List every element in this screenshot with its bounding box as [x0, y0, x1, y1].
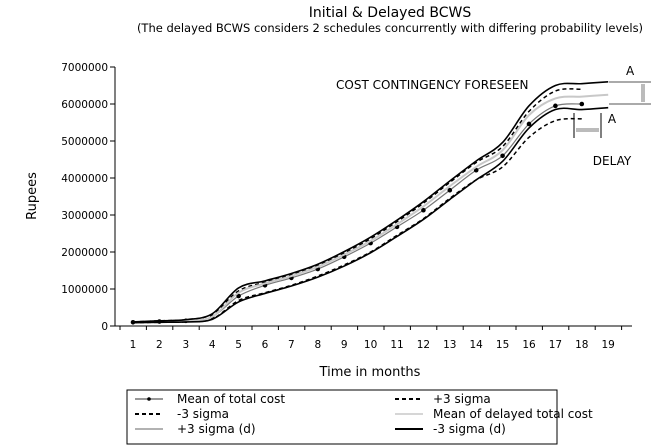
legend-box	[126, 389, 558, 445]
data-point	[421, 207, 426, 213]
data-point	[579, 101, 585, 107]
legend-marker	[147, 397, 151, 401]
y-tick-label: 7000000	[61, 62, 108, 74]
series-line-2	[132, 117, 582, 324]
annotation-delay: DELAY	[593, 154, 632, 168]
x-tick-label: 14	[470, 339, 484, 351]
x-tick-label: 17	[549, 339, 562, 351]
y-tick-label: 2000000	[61, 247, 108, 259]
x-tick-label: 3	[182, 339, 189, 351]
y-tick-label: 1000000	[61, 284, 108, 296]
data-point	[473, 167, 479, 173]
legend-label: -3 sigma	[177, 407, 229, 421]
x-tick-label: 11	[390, 339, 403, 351]
data-point	[447, 187, 453, 193]
x-tick-label: 16	[522, 339, 536, 351]
y-tick-label: 3000000	[61, 210, 108, 222]
legend-label: Mean of delayed total cost	[433, 407, 593, 421]
series-line-5	[132, 106, 609, 324]
legend-label: +3 sigma	[433, 392, 491, 406]
data-point	[526, 121, 532, 127]
x-tick-label: 9	[341, 339, 348, 351]
x-tick-label: 18	[575, 339, 588, 351]
annotation-a-horizontal: A	[608, 112, 617, 126]
x-tick-label: 8	[314, 339, 321, 351]
x-tick-label: 4	[209, 339, 216, 351]
y-tick-label: 0	[101, 321, 108, 333]
chart-title: Initial & Delayed BCWS	[309, 5, 472, 21]
data-point	[236, 293, 241, 299]
series-line-4	[132, 81, 609, 323]
y-tick-label: 4000000	[61, 173, 108, 185]
series-line-1	[132, 88, 582, 323]
legend-label: -3 sigma (d)	[433, 422, 506, 436]
x-tick-label: 12	[417, 339, 430, 351]
x-tick-label: 5	[235, 339, 242, 351]
y-tick-label: 5000000	[61, 136, 108, 148]
series-line-3	[132, 93, 609, 324]
x-tick-label: 10	[364, 339, 377, 351]
legend-label: +3 sigma (d)	[177, 422, 256, 436]
x-axis-label: Time in months	[319, 365, 421, 380]
annotation-a-vertical: A	[626, 64, 635, 78]
series-line-0	[132, 103, 582, 323]
legend: Mean of total cost +3 sigma -3 sigma Mean o…	[135, 392, 593, 436]
chart-subtitle: (The delayed BCWS considers 2 schedules …	[137, 21, 643, 35]
x-tick-label: 2	[156, 339, 163, 351]
x-tick-label: 6	[262, 339, 269, 351]
annotation-cost-contingency: COST CONTINGENCY FORESEEN	[336, 78, 528, 92]
x-tick-label: 19	[602, 339, 615, 351]
y-axis-label: Rupees	[25, 172, 40, 220]
x-tick-label: 15	[496, 339, 509, 351]
legend-label: Mean of total cost	[177, 392, 285, 406]
data-point	[500, 153, 505, 159]
x-tick-label: 13	[443, 339, 456, 351]
x-tick-label: 7	[288, 339, 295, 351]
y-tick-label: 6000000	[61, 99, 108, 111]
data-point	[553, 103, 558, 109]
x-tick-label: 1	[130, 339, 137, 351]
